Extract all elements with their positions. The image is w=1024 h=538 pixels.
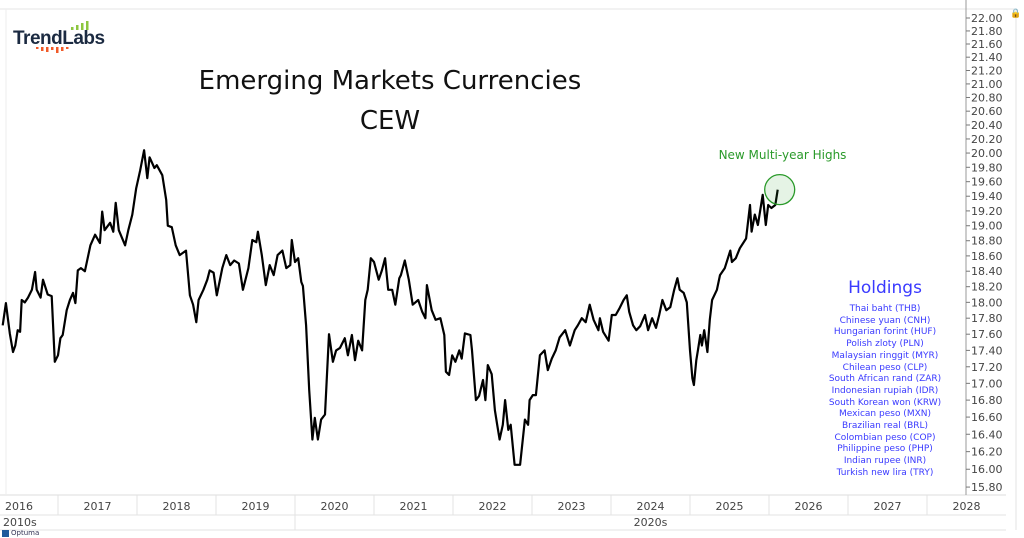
x-tick-label: 2020 xyxy=(321,500,349,513)
x-tick-label: 2027 xyxy=(874,500,902,513)
holding-item: Turkish new lira (TRY) xyxy=(836,467,934,478)
x-tick-label: 2023 xyxy=(558,500,586,513)
y-tick-label: 18.80 xyxy=(971,235,1003,248)
holding-item: Chinese yuan (CNH) xyxy=(839,315,931,326)
lock-icon[interactable]: 🔒 xyxy=(1010,9,1022,19)
logo-text: TrendLabs xyxy=(13,28,105,49)
y-tick-label: 16.20 xyxy=(971,446,1003,459)
y-tick-label: 17.00 xyxy=(971,377,1003,390)
holding-item: Malaysian ringgit (MYR) xyxy=(831,350,939,361)
optuma-logo-mark xyxy=(2,529,9,537)
holding-item: South African rand (ZAR) xyxy=(828,374,942,385)
y-tick-label: 21.00 xyxy=(971,78,1003,91)
chart-title: Emerging Markets Currencies xyxy=(198,66,582,96)
trendlabs-logo-mark xyxy=(36,21,89,53)
y-tick-label: 21.40 xyxy=(971,51,1003,64)
y-tick-label: 20.20 xyxy=(971,133,1003,146)
trendlabs-logo: TrendLabs xyxy=(12,20,105,60)
x-decade-label: 2010s xyxy=(3,516,37,529)
holding-item: Chilean peso (CLP) xyxy=(842,362,928,373)
holdings-title: Holdings xyxy=(848,278,922,298)
holding-item: Thai baht (THB) xyxy=(849,304,921,314)
x-tick-label: 2025 xyxy=(716,500,744,513)
y-tick-label: 19.60 xyxy=(971,176,1003,189)
holdings-list: Holdings Thai baht (THB) Chinese yuan (CN… xyxy=(820,278,950,480)
y-tick-label: 17.40 xyxy=(971,344,1003,357)
y-tick-label: 17.60 xyxy=(971,328,1003,341)
y-tick-label: 18.20 xyxy=(971,281,1003,294)
y-tick-label: 20.40 xyxy=(971,119,1003,132)
series-group xyxy=(1,149,779,466)
holding-item: Indian rupee (INR) xyxy=(843,456,927,467)
x-axis: 2016 2017 2018 2019 2020 2021 2022 2023 2024 2025… xyxy=(0,8,1017,531)
y-tick-label: 18.00 xyxy=(971,296,1003,309)
x-decade-label: 2020s xyxy=(634,516,668,529)
optuma-logo: Optuma xyxy=(2,529,39,537)
holding-item: Philippine peso (PHP) xyxy=(837,444,933,455)
x-tick-label: 2017 xyxy=(84,500,112,513)
y-tick-label: 15.80 xyxy=(971,481,1003,494)
y-tick-label: 19.80 xyxy=(971,161,1003,174)
holdings-items: Thai baht (THB) Chinese yuan (CNH) Hungari… xyxy=(820,304,950,480)
y-tick-label: 20.60 xyxy=(971,105,1003,118)
y-tick-label: 16.80 xyxy=(971,394,1003,407)
annotation-new-highs: New Multi-year Highs xyxy=(718,148,847,162)
y-tick-label: 19.20 xyxy=(971,205,1003,218)
x-tick-label: 2019 xyxy=(242,500,270,513)
y-tick-label: 16.60 xyxy=(971,411,1003,424)
holding-item: Colombian peso (COP) xyxy=(834,432,936,443)
y-tick-label: 17.20 xyxy=(971,361,1003,374)
y-tick-label: 21.60 xyxy=(971,38,1003,51)
x-tick-label: 2028 xyxy=(953,500,981,513)
y-tick-label: 22.00 xyxy=(971,12,1003,25)
y-tick-label: 16.40 xyxy=(971,428,1003,441)
y-tick-label: 21.80 xyxy=(971,25,1003,38)
y-tick-label: 18.60 xyxy=(971,250,1003,263)
new-high-highlight-circle xyxy=(764,174,796,206)
x-tick-label: 2026 xyxy=(795,500,823,513)
holding-item: South Korean won (KRW) xyxy=(828,397,942,408)
y-tick-label: 18.40 xyxy=(971,265,1003,278)
holding-item: Mexican peso (MXN) xyxy=(839,409,931,420)
y-tick-label: 21.20 xyxy=(971,64,1003,77)
y-tick-label: 17.80 xyxy=(971,312,1003,325)
y-tick-label: 20.80 xyxy=(971,91,1003,104)
y-tick-label: 16.00 xyxy=(971,463,1003,476)
holding-item: Indonesian rupiah (IDR) xyxy=(831,385,939,396)
y-tick-label: 19.40 xyxy=(971,190,1003,203)
y-axis: 15.80 16.00 16.20 16.40 16.60 16.80 17.00 17.20… xyxy=(965,0,1003,495)
y-tick-label: 20.00 xyxy=(971,147,1003,160)
x-tick-label: 2022 xyxy=(479,500,507,513)
chart-subtitle: CEW xyxy=(359,106,421,136)
holding-item: Brazilian real (BRL) xyxy=(841,421,929,432)
holding-item: Hungarian forint (HUF) xyxy=(833,327,937,338)
series-line-cew xyxy=(1,149,779,466)
x-tick-label: 2016 xyxy=(5,500,33,513)
x-tick-label: 2024 xyxy=(637,500,665,513)
holding-item: Polish zloty (PLN) xyxy=(846,339,924,350)
x-tick-label: 2018 xyxy=(163,500,191,513)
x-tick-label: 2021 xyxy=(400,500,428,513)
optuma-text: Optuma xyxy=(11,529,40,537)
y-tick-label: 19.00 xyxy=(971,220,1003,233)
